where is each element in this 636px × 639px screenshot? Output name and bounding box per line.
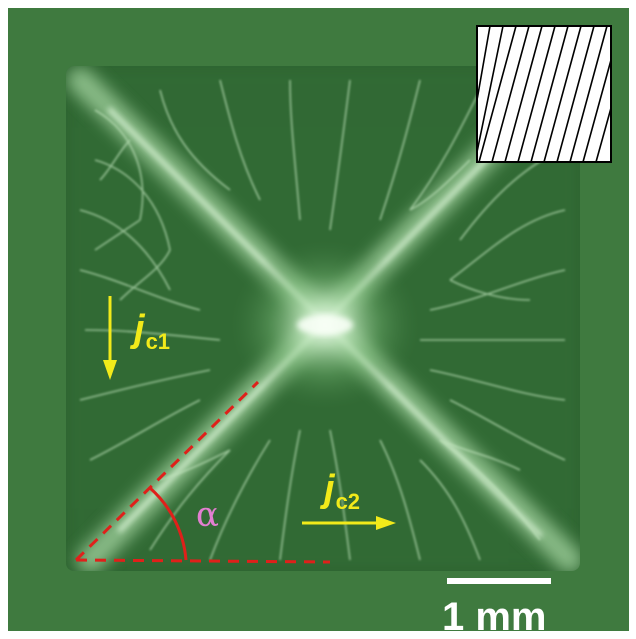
scale-bar (447, 578, 551, 584)
jc1-arrow (103, 296, 117, 380)
jc2-label-main: j (324, 468, 335, 510)
alpha-label: α (196, 495, 219, 535)
jc1-label-main: j (134, 308, 145, 350)
jc1-label-sub: c1 (145, 329, 171, 354)
jc2-label: jc2 (324, 468, 360, 513)
striped-inset-icon (476, 25, 612, 163)
jc2-arrow (302, 516, 396, 530)
scale-bar-label: 1 mm (442, 595, 547, 639)
jc2-label-sub: c2 (335, 489, 361, 514)
jc1-label: jc1 (134, 308, 170, 353)
angle-alpha-construction (74, 380, 331, 564)
dendritic-flux-branches (79, 79, 566, 561)
